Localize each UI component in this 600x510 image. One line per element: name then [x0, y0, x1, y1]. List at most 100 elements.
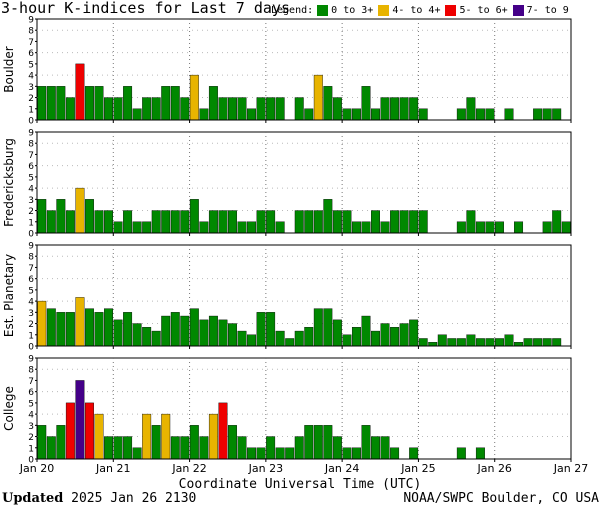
- bar-boulder: [351, 108, 361, 121]
- y-tick-label: 6: [28, 275, 34, 285]
- y-tick-label: 2: [28, 433, 34, 443]
- bar-boulder: [151, 97, 161, 121]
- bar-fredericksburg: [542, 221, 552, 234]
- y-tick-label: 2: [28, 207, 34, 217]
- bar-boulder: [208, 86, 218, 121]
- bar-fredericksburg: [170, 210, 180, 234]
- bar-fredericksburg: [256, 210, 266, 234]
- bar-fredericksburg: [75, 187, 85, 234]
- bar-fredericksburg: [266, 210, 276, 234]
- bar-est-planetary: [371, 330, 380, 347]
- bar-est-planetary: [342, 334, 352, 347]
- bar-est-planetary: [285, 338, 295, 347]
- bar-fredericksburg: [161, 210, 171, 234]
- bar-est-planetary: [113, 319, 123, 347]
- bar-est-planetary: [495, 338, 504, 347]
- bar-est-planetary: [170, 312, 180, 347]
- bar-fredericksburg: [46, 210, 56, 234]
- bar-est-planetary: [428, 342, 438, 347]
- bar-college: [84, 402, 94, 460]
- bar-fredericksburg: [189, 199, 199, 234]
- bar-boulder: [466, 97, 476, 121]
- bar-boulder: [332, 97, 342, 121]
- bar-fredericksburg: [485, 221, 495, 234]
- bar-est-planetary: [104, 308, 113, 347]
- bar-est-planetary: [189, 308, 199, 347]
- bar-college: [304, 425, 314, 460]
- bar-fredericksburg: [418, 210, 428, 234]
- y-tick-label: 0: [28, 456, 34, 466]
- bar-boulder: [304, 108, 314, 121]
- bar-fredericksburg: [94, 210, 104, 234]
- y-tick-label: 3: [28, 309, 34, 319]
- bar-boulder: [418, 108, 428, 121]
- bar-est-planetary: [409, 319, 419, 347]
- bar-est-planetary: [399, 323, 409, 347]
- bar-fredericksburg: [313, 210, 323, 234]
- bar-college: [113, 436, 123, 460]
- y-tick-label: 0: [28, 117, 34, 127]
- bar-college: [256, 447, 266, 460]
- x-axis-title: Coordinate Universal Time (UTC): [178, 477, 422, 492]
- bar-est-planetary: [552, 338, 562, 347]
- bar-est-planetary: [123, 312, 133, 347]
- y-tick-label: 9: [28, 355, 34, 365]
- panel-frame-fredericksburg: [36, 131, 572, 234]
- bar-fredericksburg: [399, 210, 409, 234]
- y-tick-label: 8: [28, 366, 34, 376]
- bar-fredericksburg: [456, 221, 466, 234]
- bar-college: [475, 447, 485, 460]
- bar-est-planetary: [208, 315, 218, 347]
- bar-fredericksburg: [123, 210, 133, 234]
- bar-boulder: [113, 97, 123, 121]
- bar-fredericksburg: [142, 221, 152, 234]
- updated-timestamp: Updated 2025 Jan 26 2130: [2, 491, 196, 506]
- bar-college: [151, 425, 161, 460]
- bar-college: [161, 413, 171, 460]
- bar-boulder: [46, 86, 56, 121]
- bar-boulder: [132, 108, 142, 121]
- y-tick-label: 5: [28, 60, 34, 70]
- y-tick-label: 3: [28, 83, 34, 93]
- bar-college: [237, 436, 247, 460]
- updated-value: 2025 Jan 26 2130: [71, 491, 197, 506]
- bar-boulder: [256, 97, 266, 121]
- x-tick-label: Jan 25: [400, 462, 435, 475]
- bar-boulder: [542, 108, 552, 121]
- bar-boulder: [228, 97, 237, 121]
- bar-est-planetary: [228, 323, 237, 347]
- bar-est-planetary: [390, 327, 400, 347]
- bar-fredericksburg: [37, 199, 47, 234]
- y-tick-label: 7: [28, 151, 34, 161]
- bar-est-planetary: [542, 338, 552, 347]
- bar-boulder: [142, 97, 152, 121]
- bar-college: [65, 402, 75, 460]
- bar-college: [228, 425, 237, 460]
- y-tick-label: 8: [28, 27, 34, 37]
- bar-fredericksburg: [552, 210, 562, 234]
- bar-college: [409, 447, 419, 460]
- bar-boulder: [342, 108, 352, 121]
- bar-college: [380, 436, 390, 460]
- bar-fredericksburg: [351, 221, 361, 234]
- bar-fredericksburg: [180, 210, 190, 234]
- bar-boulder: [75, 63, 85, 121]
- legend-swatch-quiet: [317, 4, 329, 16]
- bar-est-planetary: [94, 312, 104, 347]
- bar-fredericksburg: [561, 221, 571, 234]
- legend-swatch-severe: [512, 4, 524, 16]
- bar-est-planetary: [304, 327, 314, 347]
- legend-label: Legend:: [271, 4, 314, 16]
- bar-college: [142, 413, 152, 460]
- bar-college: [75, 380, 85, 460]
- legend-text-quiet: 0 to 3+: [331, 4, 374, 16]
- bar-boulder: [504, 108, 514, 121]
- bar-fredericksburg: [371, 210, 380, 234]
- bar-college: [94, 413, 104, 460]
- y-tick-label: 1: [28, 218, 34, 228]
- bar-boulder: [84, 86, 94, 121]
- bar-college: [351, 447, 361, 460]
- x-tick-label: Jan 20: [19, 462, 54, 475]
- bar-fredericksburg: [113, 221, 123, 234]
- bar-boulder: [380, 97, 390, 121]
